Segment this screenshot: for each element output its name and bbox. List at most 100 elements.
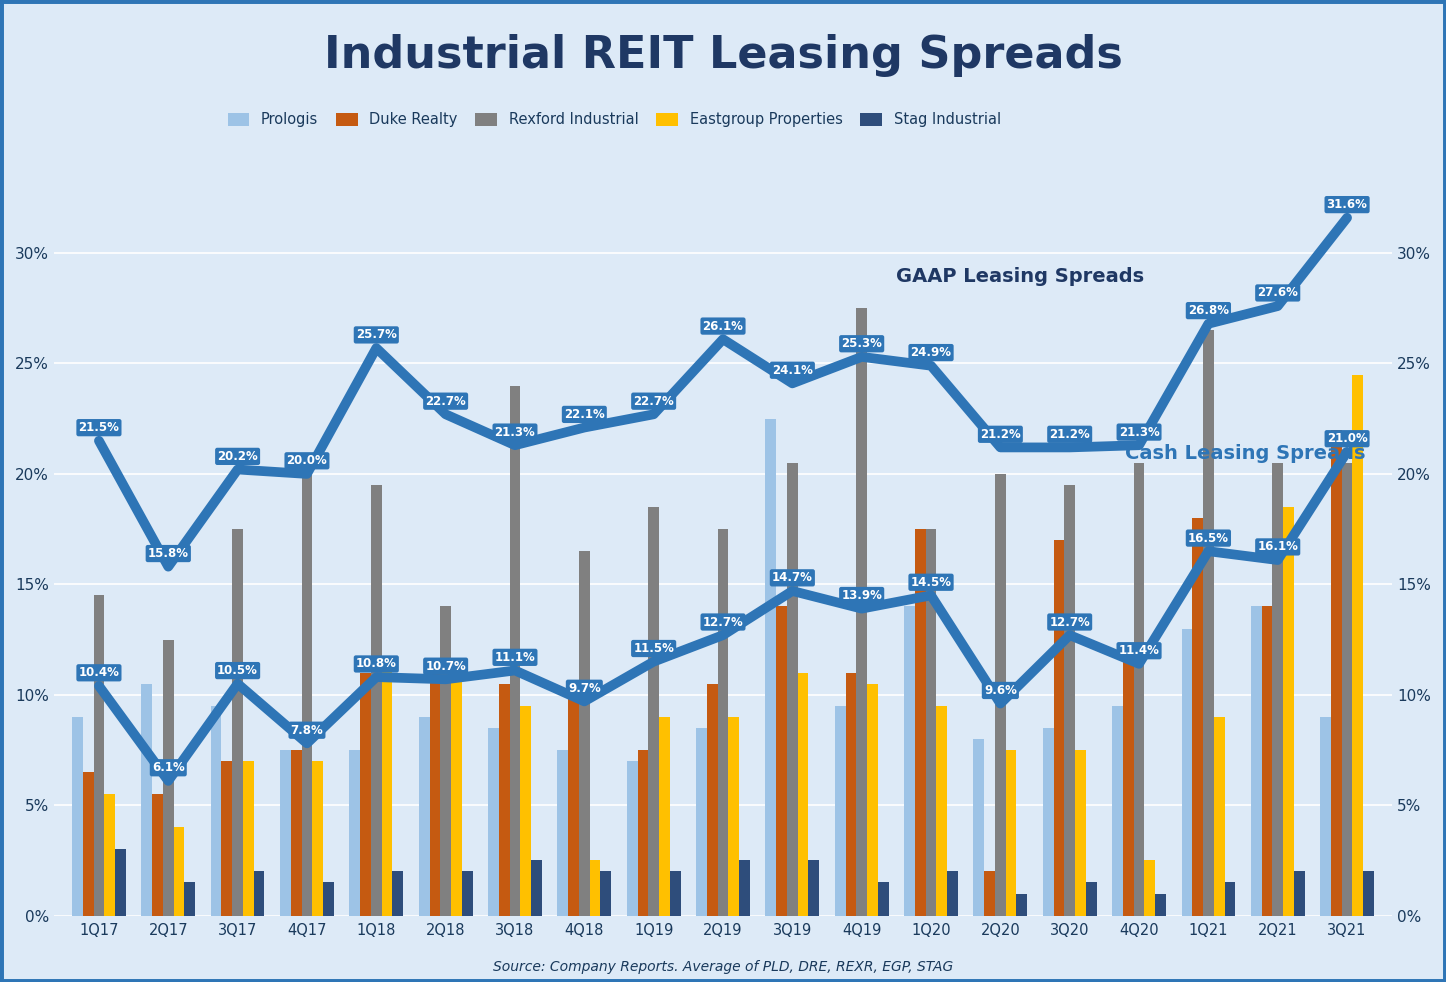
Bar — [878, 883, 888, 915]
Text: 11.5%: 11.5% — [633, 642, 674, 655]
Text: Source: Company Reports. Average of PLD, DRE, REXR, EGP, STAG: Source: Company Reports. Average of PLD,… — [493, 960, 953, 974]
Bar — [1193, 518, 1203, 915]
Bar — [322, 883, 334, 915]
Bar — [1155, 894, 1165, 915]
Bar — [82, 772, 94, 915]
Text: 21.3%: 21.3% — [495, 425, 535, 439]
Text: 7.8%: 7.8% — [291, 724, 324, 736]
Bar — [1364, 871, 1374, 915]
Text: 22.1%: 22.1% — [564, 408, 604, 421]
Bar — [429, 673, 440, 915]
Bar — [834, 706, 846, 915]
Bar — [489, 728, 499, 915]
Bar — [846, 673, 856, 915]
Bar — [717, 529, 729, 915]
Text: 22.7%: 22.7% — [425, 395, 466, 408]
Bar — [985, 871, 995, 915]
Bar — [600, 871, 612, 915]
Text: 21.5%: 21.5% — [78, 421, 120, 434]
Text: 25.7%: 25.7% — [356, 328, 396, 342]
Bar — [868, 683, 878, 915]
Bar — [291, 750, 302, 915]
Text: 25.3%: 25.3% — [842, 337, 882, 351]
Bar — [904, 607, 915, 915]
Bar — [1342, 463, 1352, 915]
Text: 24.9%: 24.9% — [911, 346, 951, 359]
Text: 10.7%: 10.7% — [425, 660, 466, 673]
Bar — [174, 827, 185, 915]
Bar — [1006, 750, 1017, 915]
Bar — [211, 706, 221, 915]
Text: 11.4%: 11.4% — [1119, 644, 1160, 657]
Bar — [1054, 540, 1064, 915]
Bar — [72, 717, 82, 915]
Text: 15.8%: 15.8% — [147, 547, 189, 560]
Bar — [638, 750, 648, 915]
Bar — [116, 849, 126, 915]
Bar — [360, 673, 372, 915]
Bar — [509, 386, 521, 915]
Bar — [1251, 607, 1261, 915]
Bar — [669, 871, 681, 915]
Text: 11.1%: 11.1% — [495, 651, 535, 664]
Bar — [1074, 750, 1086, 915]
Bar — [1352, 374, 1364, 915]
Text: 6.1%: 6.1% — [152, 761, 185, 774]
Text: 24.1%: 24.1% — [772, 363, 813, 377]
Bar — [1203, 330, 1213, 915]
Text: GAAP Leasing Spreads: GAAP Leasing Spreads — [897, 267, 1144, 286]
Bar — [1124, 651, 1134, 915]
Bar — [777, 607, 787, 915]
Bar — [1144, 860, 1155, 915]
Text: 21.3%: 21.3% — [1119, 425, 1160, 439]
Bar — [152, 794, 163, 915]
Text: 16.1%: 16.1% — [1257, 540, 1299, 554]
Legend: Prologis, Duke Realty, Rexford Industrial, Eastgroup Properties, Stag Industrial: Prologis, Duke Realty, Rexford Industria… — [221, 107, 1006, 134]
Text: 14.5%: 14.5% — [911, 575, 951, 589]
Text: 16.5%: 16.5% — [1187, 531, 1229, 545]
Bar — [558, 750, 568, 915]
Text: Cash Leasing Spreads: Cash Leasing Spreads — [1125, 444, 1365, 463]
Bar — [419, 717, 429, 915]
Bar — [568, 694, 578, 915]
Text: 26.1%: 26.1% — [703, 319, 743, 333]
Bar — [915, 529, 925, 915]
Text: 21.2%: 21.2% — [980, 428, 1021, 441]
Bar — [648, 507, 659, 915]
Bar — [1064, 485, 1074, 915]
Bar — [937, 706, 947, 915]
Bar — [94, 595, 104, 915]
Bar — [925, 529, 937, 915]
Text: 21.0%: 21.0% — [1326, 432, 1368, 445]
Bar — [1112, 706, 1124, 915]
Bar — [243, 761, 253, 915]
Bar — [531, 860, 542, 915]
Text: 20.0%: 20.0% — [286, 455, 327, 467]
Bar — [1272, 463, 1283, 915]
Text: 9.6%: 9.6% — [983, 684, 1017, 697]
Bar — [221, 761, 233, 915]
Text: 13.9%: 13.9% — [842, 589, 882, 602]
Bar — [1213, 717, 1225, 915]
Bar — [233, 529, 243, 915]
Bar — [729, 717, 739, 915]
Text: 27.6%: 27.6% — [1257, 287, 1299, 300]
Bar — [1225, 883, 1235, 915]
Bar — [626, 761, 638, 915]
Bar — [1086, 883, 1096, 915]
Bar — [392, 871, 403, 915]
Bar — [856, 308, 868, 915]
Text: 12.7%: 12.7% — [703, 616, 743, 628]
Text: 31.6%: 31.6% — [1326, 198, 1368, 211]
Text: 12.7%: 12.7% — [1050, 616, 1090, 628]
Text: Industrial REIT Leasing Spreads: Industrial REIT Leasing Spreads — [324, 34, 1122, 78]
Bar — [350, 750, 360, 915]
Bar — [973, 738, 985, 915]
Bar — [312, 761, 322, 915]
Bar — [765, 418, 777, 915]
Bar — [787, 463, 798, 915]
Bar — [696, 728, 707, 915]
Bar — [451, 673, 461, 915]
Bar — [253, 871, 265, 915]
Text: 10.8%: 10.8% — [356, 658, 396, 671]
